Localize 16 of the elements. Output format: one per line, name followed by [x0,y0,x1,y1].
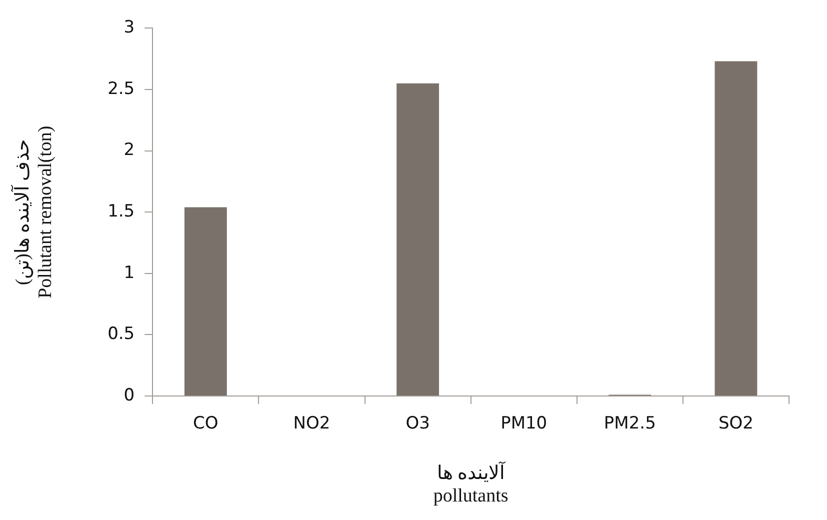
y-tick-label: 1 [124,262,135,283]
y-tick-label: 0 [124,385,135,406]
y-tick-label: 3 [124,18,135,38]
bar [396,83,439,396]
x-tick-label: O3 [406,414,430,434]
y-tick-label: 0.5 [108,324,135,344]
y-tick-label: 1.5 [108,202,135,222]
bar [714,61,758,396]
bar [184,207,227,396]
y-tick-label: 2.5 [108,78,135,99]
x-tick-label: CO [193,414,218,434]
x-tick-label: SO2 [718,414,754,434]
x-tick-label: NO2 [293,414,330,434]
x-tick-label: PM10 [500,414,548,434]
x-tick-label: PM2.5 [604,414,656,434]
y-tick-label: 2 [124,140,135,160]
